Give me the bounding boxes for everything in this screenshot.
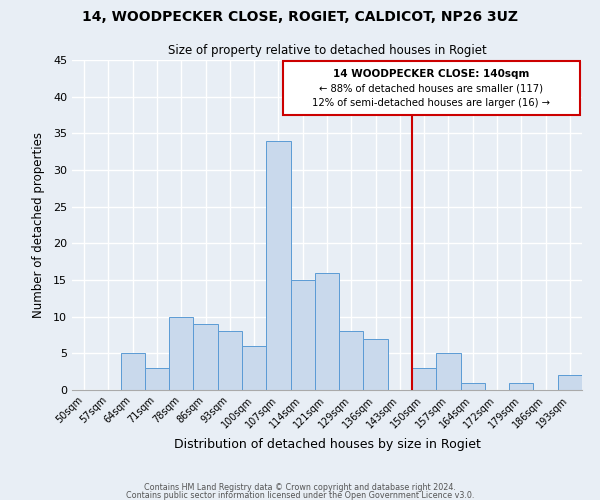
Bar	[412, 368, 436, 390]
Bar	[315, 272, 339, 390]
Bar	[145, 368, 169, 390]
FancyBboxPatch shape	[283, 62, 580, 115]
Bar	[461, 382, 485, 390]
Bar	[242, 346, 266, 390]
Bar	[218, 332, 242, 390]
Text: Contains public sector information licensed under the Open Government Licence v3: Contains public sector information licen…	[126, 490, 474, 500]
Text: 14, WOODPECKER CLOSE, ROGIET, CALDICOT, NP26 3UZ: 14, WOODPECKER CLOSE, ROGIET, CALDICOT, …	[82, 10, 518, 24]
Bar	[364, 338, 388, 390]
Bar	[436, 354, 461, 390]
Text: Contains HM Land Registry data © Crown copyright and database right 2024.: Contains HM Land Registry data © Crown c…	[144, 484, 456, 492]
Text: 12% of semi-detached houses are larger (16) →: 12% of semi-detached houses are larger (…	[313, 98, 550, 108]
Title: Size of property relative to detached houses in Rogiet: Size of property relative to detached ho…	[167, 44, 487, 58]
Bar	[169, 316, 193, 390]
Bar	[193, 324, 218, 390]
X-axis label: Distribution of detached houses by size in Rogiet: Distribution of detached houses by size …	[173, 438, 481, 451]
Y-axis label: Number of detached properties: Number of detached properties	[32, 132, 44, 318]
Bar	[558, 376, 582, 390]
Bar	[339, 332, 364, 390]
Text: 14 WOODPECKER CLOSE: 140sqm: 14 WOODPECKER CLOSE: 140sqm	[333, 69, 530, 79]
Text: ← 88% of detached houses are smaller (117): ← 88% of detached houses are smaller (11…	[319, 84, 544, 94]
Bar	[121, 354, 145, 390]
Bar	[266, 140, 290, 390]
Bar	[290, 280, 315, 390]
Bar	[509, 382, 533, 390]
